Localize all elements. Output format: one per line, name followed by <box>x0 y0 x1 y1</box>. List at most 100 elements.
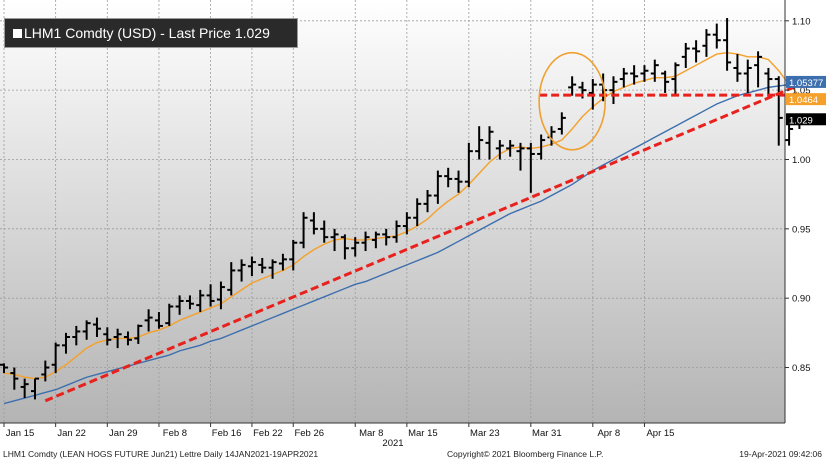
ohlc-bar <box>568 76 577 96</box>
ohlc-bar <box>475 126 484 160</box>
ohlc-bar <box>278 253 287 271</box>
trendline <box>44 74 821 403</box>
ohlc-bar <box>185 295 194 310</box>
ohlc-bar <box>392 220 401 243</box>
legend-square-icon <box>13 29 22 38</box>
x-tick-label: Apr 8 <box>597 428 620 439</box>
ohlc-bar <box>485 126 494 160</box>
ohlc-bar <box>20 378 29 399</box>
ohlc-bar <box>61 332 70 354</box>
y-tick-label: 1.05 <box>792 86 811 97</box>
ohlc-bar <box>743 59 752 93</box>
ohlc-bar <box>413 198 422 227</box>
ohlc-bar <box>247 256 256 276</box>
ohlc-bar <box>371 231 380 249</box>
plot-background <box>0 0 785 423</box>
ohlc-bar <box>41 360 50 382</box>
ohlc-bar <box>764 67 773 96</box>
ohlc-bar <box>144 309 153 332</box>
price-label-text: 1.0464 <box>789 95 818 106</box>
y-tick-label: 1.00 <box>792 155 811 166</box>
chart-legend: LHM1 Comdty (USD) - Last Price 1.029 <box>4 18 298 48</box>
ohlc-bar <box>289 239 298 271</box>
ohlc-bar <box>113 328 122 349</box>
x-tick-label: Jan 15 <box>6 428 35 439</box>
ma-line-short <box>3 51 800 380</box>
price-label-text: 1.05377 <box>789 78 823 89</box>
price-label-bg <box>786 75 826 88</box>
price-label: 1.029 <box>786 113 826 126</box>
y-tick-label: 0.95 <box>792 224 811 235</box>
x-tick-label: Feb 16 <box>212 428 242 439</box>
ohlc-bar <box>30 377 39 400</box>
ohlc-bar <box>516 142 525 171</box>
annotations <box>44 51 821 403</box>
ohlc-bar <box>661 70 670 93</box>
x-tick-label: Mar 23 <box>470 428 500 439</box>
x-axis-year-label: 2021 <box>382 438 403 449</box>
ohlc-bar <box>206 284 215 307</box>
ohlc-bar <box>681 42 690 68</box>
x-tick-label: Mar 31 <box>532 428 562 439</box>
ohlc-bar <box>165 303 174 326</box>
footer-timestamp: 19-Apr-2021 09:42:06 <box>739 449 822 459</box>
ohlc-bar <box>258 257 267 274</box>
ohlc-bar <box>237 259 246 282</box>
ohlc-bar <box>402 212 411 235</box>
x-tick-label: Feb 22 <box>253 428 283 439</box>
price-label: 1.0464 <box>786 93 826 106</box>
y-tick-label: 0.90 <box>792 294 811 305</box>
y-tick-label: 1.10 <box>792 16 811 27</box>
ohlc-bar <box>712 23 721 49</box>
ohlc-bar <box>0 363 8 374</box>
footer-copyright: Copyright© 2021 Bloomberg Finance L.P. <box>447 449 604 459</box>
ohlc-bar <box>196 289 205 313</box>
ohlc-bar <box>526 142 535 193</box>
x-tick-label: Apr 15 <box>646 428 674 439</box>
y-tick-label: 0.85 <box>792 363 811 374</box>
ohlc-bar <box>785 123 794 146</box>
x-tick-label: Mar 8 <box>359 428 383 439</box>
footer: LHM1 Comdty (LEAN HOGS FUTURE Jun21) Let… <box>0 448 826 460</box>
x-tick-label: Jan 22 <box>57 428 86 439</box>
ohlc-bar <box>671 62 680 96</box>
x-tick-label: Jan 29 <box>109 428 138 439</box>
ohlc-bar <box>175 295 184 315</box>
price-label: 1.05377 <box>786 75 826 89</box>
price-label-bg <box>786 93 826 106</box>
x-axis: Jan 15 Jan 22 Jan 29 Feb 8 Feb 16 Feb 22 Feb 2… <box>0 422 785 449</box>
x-tick-label: Feb 26 <box>294 428 324 439</box>
ohlc-bar <box>454 170 463 193</box>
ohlc-bar <box>320 220 329 243</box>
ohlc-bar <box>268 259 277 279</box>
ohlc-bar <box>774 76 783 146</box>
ohlc-bar <box>609 76 618 105</box>
ohlc-bar <box>382 228 391 246</box>
ohlc-bar <box>299 212 308 249</box>
footer-description: LHM1 Comdty (LEAN HOGS FUTURE Jun21) Let… <box>3 449 319 459</box>
ohlc-bar <box>433 170 442 204</box>
ohlc-bar <box>82 320 91 340</box>
ohlc-bar <box>72 325 81 346</box>
ohlc-bar <box>216 281 225 310</box>
ohlc-bar <box>495 140 504 160</box>
ohlc-bar <box>506 140 515 157</box>
ohlc-bar <box>444 167 453 188</box>
ohlc-bar <box>51 342 60 374</box>
ohlc-bar <box>361 231 370 252</box>
y-axis: 0.85 0.90 0.95 1.00 1.05 1.10 1.05377 1.0464 1.0… <box>784 0 826 423</box>
ohlc-bar <box>340 234 349 260</box>
ohlc-bar <box>123 331 132 346</box>
ohlc-bars <box>0 18 804 400</box>
ohlc-bar <box>733 54 742 82</box>
ohlc-bar <box>309 212 318 235</box>
ohlc-bar <box>619 67 628 88</box>
ohlc-bar <box>723 18 732 71</box>
ohlc-bar <box>692 40 701 63</box>
highlight-circle <box>538 51 607 151</box>
ohlc-bar <box>154 312 163 329</box>
ohlc-bar <box>10 367 19 390</box>
legend-title: LHM1 Comdty (USD) - Last Price 1.029 <box>24 25 270 41</box>
price-label-text: 1.029 <box>789 115 813 126</box>
